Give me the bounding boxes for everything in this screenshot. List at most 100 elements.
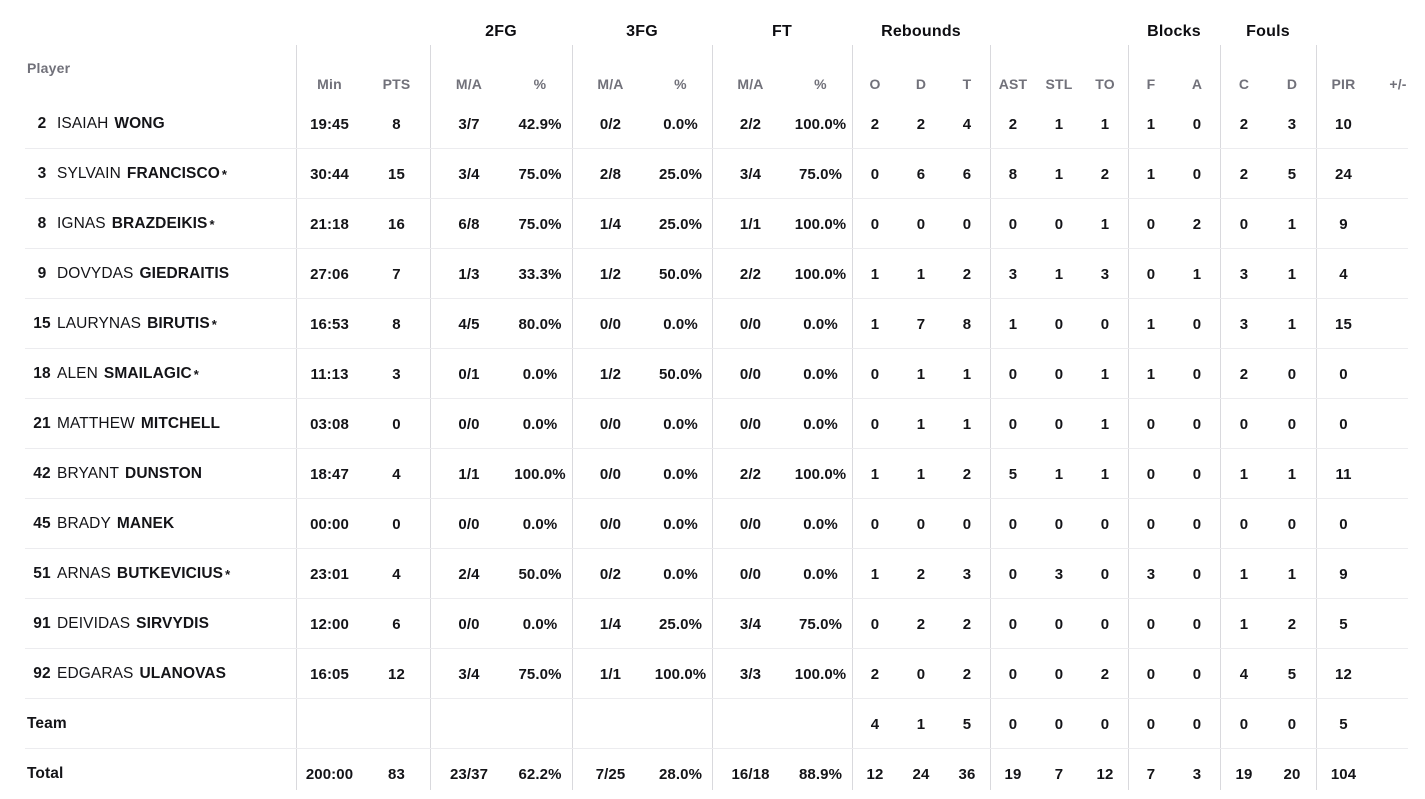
cell-ro: 2 (870, 665, 880, 683)
col-header-pts: PTS (382, 76, 411, 92)
cell-maft: 0/0 (739, 415, 762, 433)
cell-rt: 2 (962, 265, 972, 283)
cell-maft: 0/0 (739, 515, 762, 533)
table-row: 3 SYLVAIN FRANCISCO * 30:44 15 3/4 75.0% 2/8 25.0… (0, 149, 1425, 199)
player-name[interactable]: 21 MATTHEW MITCHELL (0, 415, 296, 433)
cell-ma3: 0/0 (599, 465, 622, 483)
cell-ro: 0 (870, 615, 880, 633)
cell-rt: 8 (962, 315, 972, 333)
cell-bf: 3 (1146, 565, 1156, 583)
row-label-text: Total (27, 765, 64, 782)
cell-to: 12 (1096, 765, 1114, 783)
cell-min: 30:44 (310, 165, 349, 183)
cell-ba: 0 (1192, 715, 1202, 733)
table-row: 51 ARNAS BUTKEVICIUS * 23:01 4 2/4 50.0% 0/2 0.0%… (0, 549, 1425, 599)
cell-ro: 12 (866, 765, 884, 783)
player-name[interactable]: 91 DEIVIDAS SIRVYDIS (0, 615, 296, 633)
cell-rt: 2 (962, 665, 972, 683)
cell-pts: 8 (392, 315, 401, 333)
cell-pir: 0 (1339, 365, 1348, 383)
player-name[interactable]: 45 BRADY MANEK (0, 515, 296, 533)
cell-pctft: 0.0% (803, 365, 838, 383)
cell-stl: 0 (1054, 415, 1064, 433)
cell-min: 00:00 (310, 515, 349, 533)
cell-ro: 0 (870, 365, 880, 383)
cell-pctft: 0.0% (803, 415, 838, 433)
cell-stl: 1 (1054, 165, 1064, 183)
player-number: 2 (37, 115, 47, 132)
cell-ast: 0 (1008, 365, 1018, 383)
cell-min: 18:47 (310, 465, 349, 483)
player-name[interactable]: 15 LAURYNAS BIRUTIS * (0, 315, 296, 333)
column-group-rebounds: Rebounds (881, 23, 961, 40)
column-divider (572, 45, 573, 790)
cell-ba: 2 (1192, 215, 1202, 233)
cell-pctft: 100.0% (794, 665, 847, 683)
player-number: 15 (33, 315, 51, 332)
cell-pct3: 25.0% (658, 165, 703, 183)
column-divider (296, 45, 297, 790)
cell-pir: 5 (1339, 715, 1348, 733)
player-number: 9 (37, 265, 47, 282)
cell-maft: 16/18 (731, 765, 770, 783)
cell-stl: 0 (1054, 215, 1064, 233)
cell-pctft: 100.0% (794, 465, 847, 483)
cell-pct3: 0.0% (663, 515, 698, 533)
cell-rd: 0 (916, 665, 926, 683)
cell-fc: 2 (1239, 165, 1249, 183)
player-number: 92 (33, 665, 51, 682)
cell-fd: 0 (1287, 415, 1297, 433)
cell-pct2: 62.2% (518, 765, 562, 783)
col-header-pct3: % (674, 76, 687, 92)
player-name[interactable]: 92 EDGARAS ULANOVAS (0, 665, 296, 683)
cell-rt: 5 (962, 715, 972, 733)
cell-pts: 0 (392, 415, 401, 433)
cell-ast: 5 (1008, 465, 1018, 483)
cell-bf: 0 (1146, 715, 1156, 733)
cell-maft: 0/0 (739, 565, 762, 583)
cell-pts: 15 (388, 165, 405, 183)
row-label: Total (0, 765, 296, 783)
cell-fd: 0 (1287, 365, 1297, 383)
cell-pts: 3 (392, 365, 401, 383)
player-name[interactable]: 51 ARNAS BUTKEVICIUS * (0, 565, 296, 583)
cell-ast: 8 (1008, 165, 1018, 183)
cell-pct3: 28.0% (658, 765, 703, 783)
cell-fc: 1 (1239, 615, 1249, 633)
player-name[interactable]: 9 DOVYDAS GIEDRAITIS (0, 265, 296, 283)
cell-rd: 1 (916, 365, 926, 383)
column-divider (990, 45, 991, 790)
player-last-name: DUNSTON (125, 465, 203, 482)
cell-pctft: 100.0% (794, 265, 847, 283)
cell-ast: 1 (1008, 315, 1018, 333)
cell-rd: 2 (916, 615, 926, 633)
cell-rt: 0 (962, 215, 972, 233)
cell-min: 23:01 (310, 565, 349, 583)
cell-bf: 1 (1146, 315, 1156, 333)
player-name[interactable]: 18 ALEN SMAILAGIC * (0, 365, 296, 383)
cell-fc: 1 (1239, 565, 1249, 583)
cell-pts: 12 (388, 665, 405, 683)
cell-pts: 0 (392, 515, 401, 533)
cell-to: 1 (1100, 465, 1110, 483)
cell-rd: 0 (916, 515, 926, 533)
cell-pct2: 33.3% (518, 265, 562, 283)
cell-ro: 0 (870, 165, 880, 183)
cell-rd: 1 (916, 265, 926, 283)
cell-ma2: 3/4 (458, 665, 480, 683)
cell-pct3: 25.0% (658, 215, 703, 233)
cell-rt: 36 (958, 765, 976, 783)
cell-stl: 0 (1054, 615, 1064, 633)
player-name[interactable]: 8 IGNAS BRAZDEIKIS * (0, 215, 296, 233)
cell-ast: 2 (1008, 115, 1018, 133)
starter-marker-icon: * (225, 566, 231, 582)
cell-to: 0 (1100, 315, 1110, 333)
player-number: 51 (33, 565, 51, 582)
cell-maft: 3/3 (739, 665, 762, 683)
player-name[interactable]: 2 ISAIAH WONG (0, 115, 296, 133)
cell-pts: 4 (392, 465, 401, 483)
player-name[interactable]: 3 SYLVAIN FRANCISCO * (0, 165, 296, 183)
player-name[interactable]: 42 BRYANT DUNSTON (0, 465, 296, 483)
col-header-ma3: M/A (597, 76, 624, 92)
